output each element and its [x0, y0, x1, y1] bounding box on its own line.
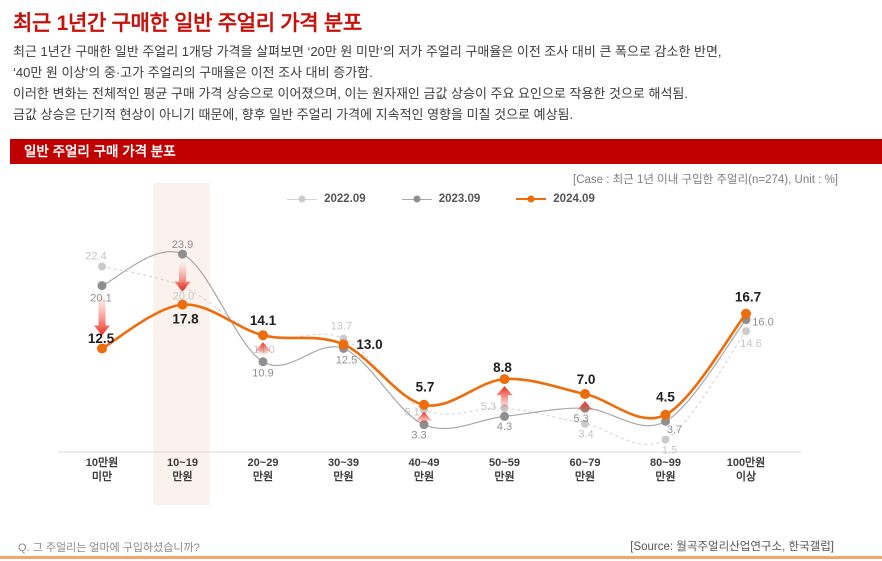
legend-marker-icon — [516, 195, 547, 204]
legend-item-2023.09: 2023.09 — [401, 193, 481, 205]
category-label: 미만 — [92, 469, 112, 483]
increase-arrow — [577, 401, 593, 415]
summary-line-3: 이러한 변화는 전체적인 평균 구매 가격 상승으로 이어졌으며, 이는 원자재… — [13, 86, 688, 101]
data-point — [338, 339, 349, 350]
data-point — [660, 409, 671, 420]
value-label: 5.3 — [573, 413, 588, 425]
value-label: 4.3 — [497, 421, 512, 433]
footer-question: Q. 그 주얼리는 얼마에 구입하셨습니까? — [18, 542, 200, 554]
category-label: 100만원 — [727, 455, 766, 469]
series-2024.09: 12.5 17.8 14.1 13.0 5.7 8.8 7.0 4.5 16.7 — [88, 289, 761, 420]
legend-item-2024.09: 2024.09 — [516, 193, 595, 205]
value-label: 10.9 — [252, 368, 273, 380]
footer-source: [Source: 월곡주얼리산업연구소, 한국갤럽] — [630, 541, 834, 553]
decrease-arrow — [174, 263, 191, 292]
category-label: 만원 — [414, 469, 434, 483]
value-label: 13.0 — [356, 337, 382, 352]
category-label: 만원 — [253, 469, 273, 483]
value-label: 4.5 — [656, 389, 675, 404]
value-label: 16.7 — [735, 289, 761, 304]
legend-label: 2022.09 — [324, 193, 366, 205]
category-label: 만원 — [333, 469, 353, 483]
summary-paragraph: 최근 1년간 구매한 일반 주얼리 1개당 가격을 살펴보면 ‘20만 원 미만… — [13, 41, 722, 125]
category-label: 30~39 — [328, 457, 359, 469]
value-label: 5.7 — [416, 380, 435, 395]
data-point — [98, 262, 106, 271]
case-note: [Case : 최근 1년 이내 구입한 주얼리(n=274), Unit : … — [573, 174, 838, 186]
decrease-arrow — [94, 294, 110, 336]
legend-label: 2023.09 — [438, 193, 481, 205]
data-point — [499, 374, 510, 385]
summary-line-1: 최근 1년간 구매한 일반 주얼리 1개당 가격을 살펴보면 ‘20만 원 미만… — [13, 44, 722, 59]
data-point — [742, 327, 750, 336]
increase-arrow — [496, 386, 513, 411]
value-label: 5.1 — [404, 407, 419, 419]
value-label: 7.0 — [577, 372, 596, 387]
legend-item-2022.09: 2022.09 — [287, 193, 366, 205]
category-label: 60~79 — [570, 457, 601, 469]
section-banner-title: 일반 주얼리 구매 가격 분포 — [24, 144, 176, 159]
value-label: 3.3 — [411, 430, 426, 442]
value-label: 16.0 — [752, 316, 773, 328]
data-point — [258, 357, 268, 367]
legend-marker-icon — [287, 195, 318, 204]
summary-line-4: 금값 상승은 단기적 현상이 아니기 때문에, 향후 일반 주얼리 가격에 지속… — [13, 107, 574, 122]
value-label: 14.1 — [250, 313, 277, 328]
category-label: 만원 — [494, 469, 514, 483]
category-label: 이상 — [736, 469, 756, 483]
category-label: 50~59 — [489, 457, 520, 469]
section-banner: 일반 주얼리 구매 가격 분포 — [10, 139, 882, 164]
value-label: 3.4 — [578, 429, 593, 441]
legend-marker-icon — [401, 195, 432, 204]
page-title: 최근 1년간 구매한 일반 주얼리 가격 분포 — [13, 12, 362, 35]
category-label: 만원 — [172, 469, 192, 483]
data-point — [97, 343, 107, 354]
category-label: 20~29 — [248, 457, 279, 469]
value-label: 20.0 — [173, 290, 194, 302]
value-label: 1.5 — [662, 444, 677, 456]
highlight-band — [153, 183, 210, 505]
value-label: 13.7 — [331, 320, 352, 332]
bottom-accent-bar — [0, 556, 882, 559]
value-label: 17.8 — [172, 311, 199, 326]
data-point — [580, 389, 590, 400]
data-point — [178, 249, 187, 259]
data-point — [581, 419, 589, 428]
value-label: 12.5 — [88, 331, 115, 346]
value-label: 3.7 — [667, 424, 682, 436]
data-point — [661, 435, 670, 444]
category-label: 80~99 — [650, 457, 681, 469]
data-point — [500, 411, 509, 421]
increase-arrow — [255, 342, 271, 356]
legend-label: 2024.09 — [553, 193, 595, 205]
data-point — [258, 330, 268, 341]
data-point — [419, 399, 429, 410]
increase-arrow — [416, 411, 432, 425]
value-label: 22.4 — [85, 250, 106, 262]
data-point — [741, 308, 751, 319]
category-label: 10~19 — [167, 457, 198, 469]
data-point — [177, 299, 188, 310]
category-label: 만원 — [655, 469, 675, 483]
value-label: 23.9 — [172, 239, 193, 251]
chart-legend: 2022.09 2023.09 2024.09 — [0, 193, 882, 205]
category-label: 만원 — [575, 469, 595, 483]
summary-line-2: ‘40만 원 이상’의 중·고가 주얼리의 구매율은 이전 조사 대비 증가함. — [13, 65, 373, 80]
category-label: 10만원 — [86, 455, 118, 469]
value-label: 5.3 — [481, 401, 496, 413]
category-label: 40~49 — [409, 457, 440, 469]
data-point — [97, 281, 107, 291]
value-label: 14.6 — [740, 338, 761, 350]
value-label: 12.5 — [336, 354, 357, 366]
value-label: 8.8 — [493, 360, 512, 375]
